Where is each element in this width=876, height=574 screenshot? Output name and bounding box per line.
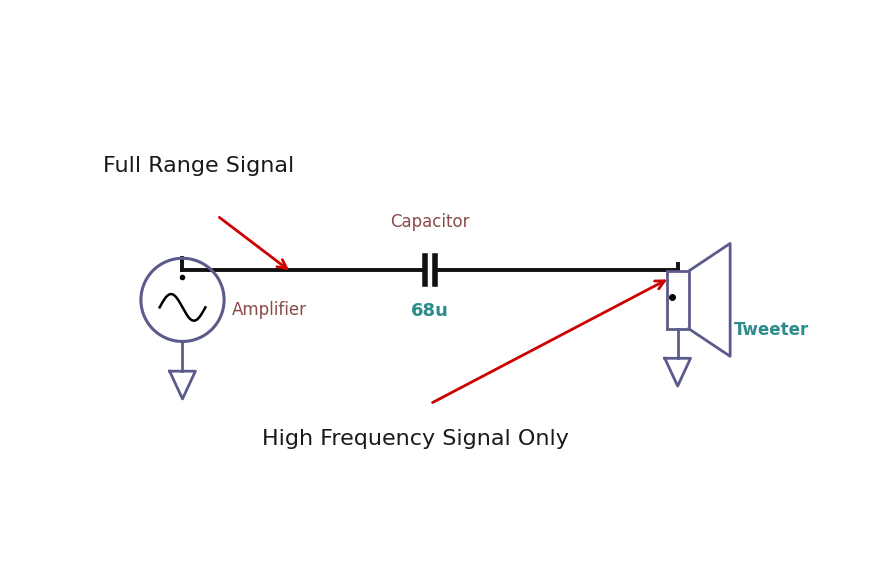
Text: High Frequency Signal Only: High Frequency Signal Only xyxy=(262,429,569,448)
Text: Tweeter: Tweeter xyxy=(734,321,809,339)
Bar xyxy=(667,271,689,328)
Text: 68u: 68u xyxy=(411,302,449,320)
Text: Full Range Signal: Full Range Signal xyxy=(103,156,294,176)
Text: Capacitor: Capacitor xyxy=(391,212,470,231)
Text: Amplifier: Amplifier xyxy=(232,301,307,319)
